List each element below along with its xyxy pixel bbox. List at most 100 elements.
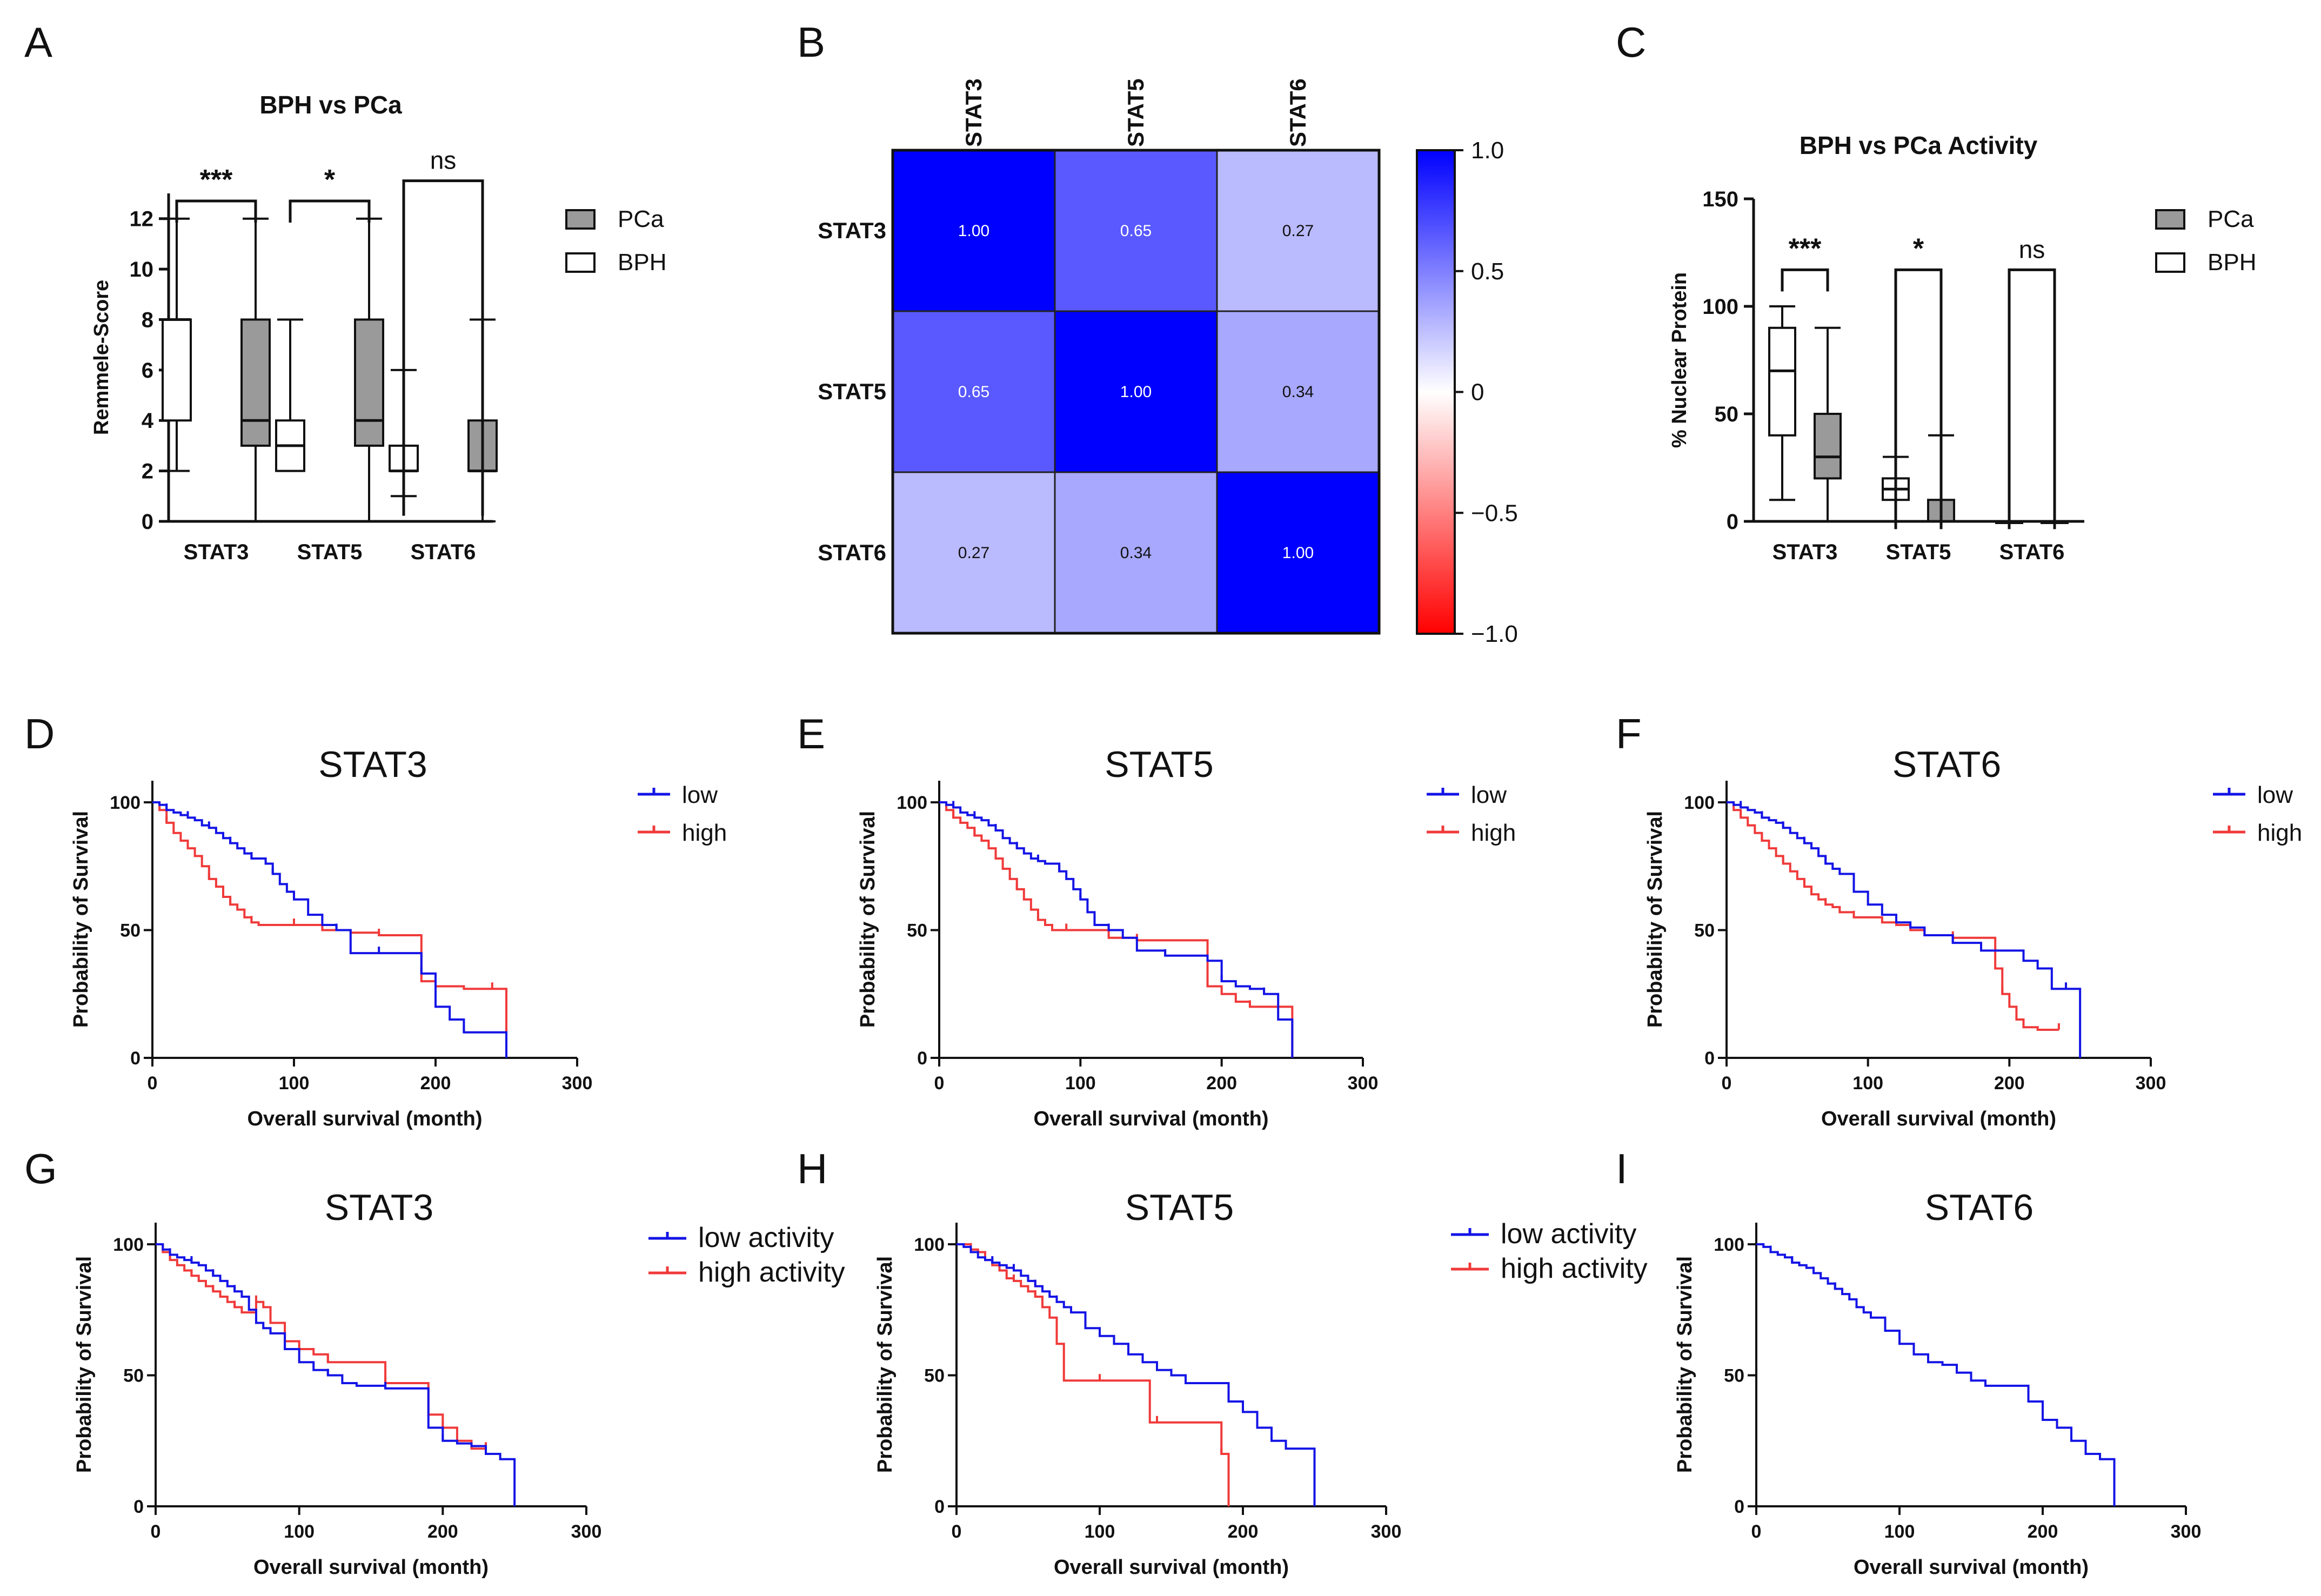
legend: low high: [2213, 782, 2302, 846]
x-tick-label: STAT5: [297, 540, 363, 564]
legend-swatch-bph: [2155, 252, 2185, 273]
x-tick-label: 200: [1228, 1521, 1259, 1542]
x-tick-label: STAT3: [1772, 540, 1838, 564]
box-pca: [240, 318, 271, 447]
box-chart-nuclear-protein: BPH vs PCa Activity 0 50 100 150 % Nuclear Pr…: [1668, 131, 2256, 564]
y-axis-label: Probability of Survival: [857, 811, 879, 1028]
heatmap-cell-label: 0.34: [1120, 544, 1152, 562]
survival-curve-low: [152, 801, 507, 1058]
colorbar-tick-label: −0.5: [1471, 500, 1518, 526]
x-tick-label: 200: [1994, 1073, 2025, 1094]
box-pca: [354, 318, 384, 447]
legend-label: low activity: [1501, 1218, 1636, 1250]
x-tick-label: 300: [1348, 1073, 1379, 1094]
survival-curve-low: [957, 1243, 1316, 1506]
legend: low activity high activity: [648, 1222, 845, 1288]
x-tick-label: 100: [279, 1073, 310, 1094]
x-axis-label: Overall survival (month): [253, 1556, 489, 1579]
panel-label-c: C: [1616, 18, 1646, 66]
chart-title: STAT5: [1125, 1187, 1234, 1228]
box-pca: [1814, 413, 1842, 480]
heatmap-border: [891, 149, 1381, 635]
significance-label: *: [1913, 233, 1924, 264]
y-axis-label: % Nuclear Protein: [1668, 272, 1691, 448]
heatmap-cell: [1216, 471, 1380, 634]
heatmap-column-label: STAT3: [961, 78, 986, 147]
significance-label: ns: [2019, 235, 2045, 263]
survival-chart-stat5: STAT5 0 50 100 0 100 200 300 Overall survival (m…: [857, 744, 1516, 1130]
significance-label: ns: [430, 146, 457, 175]
significance-label: *: [324, 164, 336, 196]
survival-chart-stat6: STAT6 0 50 100 0 100 200 300 Overall survival (m…: [1644, 744, 2302, 1130]
heatmap-row-label: STAT5: [818, 379, 886, 404]
y-tick-label: 100: [897, 793, 927, 813]
box-bph: [162, 318, 192, 422]
y-tick-label: 0: [130, 1048, 141, 1069]
heatmap-cell: [892, 310, 1056, 473]
y-axis-label: Probability of Survival: [1644, 811, 1667, 1028]
legend-label: high activity: [698, 1257, 845, 1288]
significance-label: ***: [1789, 233, 1822, 264]
panel-label-b: B: [797, 18, 825, 66]
y-tick-label: 50: [120, 921, 141, 941]
x-tick-label: STAT6: [1999, 540, 2065, 564]
panel-label-g: G: [24, 1145, 57, 1192]
x-tick-label: 0: [952, 1521, 962, 1542]
y-tick-label: 50: [924, 1366, 945, 1386]
legend-label: high activity: [1501, 1253, 1648, 1284]
heatmap-cell-label: 0.65: [1120, 222, 1152, 240]
heatmap-cell-label: 0.65: [958, 383, 989, 401]
x-tick-label: 200: [1206, 1073, 1237, 1094]
legend-swatch-pca: [2155, 209, 2185, 230]
y-axis-label: Remmele-Score: [90, 280, 113, 435]
colorbar-tick-label: 0: [1471, 379, 1484, 406]
panel-label-h: H: [797, 1145, 827, 1192]
y-tick-label: 100: [1702, 295, 1738, 319]
x-axis-label: Overall survival (month): [247, 1108, 482, 1130]
x-tick-label: STAT3: [184, 540, 249, 564]
heatmap-cell: [1054, 149, 1218, 312]
panel-label-e: E: [797, 710, 825, 757]
heatmap-cell-label: 0.27: [1282, 222, 1314, 240]
y-tick-label: 100: [110, 793, 141, 813]
y-tick-label: 0: [1734, 1497, 1744, 1517]
chart-title: STAT5: [1105, 744, 1214, 785]
y-tick-label: 0: [133, 1497, 144, 1517]
legend-swatch-pca: [565, 209, 596, 230]
x-tick-label: 100: [1085, 1521, 1115, 1542]
heatmap-cell-label: 1.00: [958, 222, 989, 240]
legend-label: high: [2257, 820, 2302, 846]
legend-label: low: [682, 782, 718, 808]
x-tick-label: 300: [2136, 1073, 2166, 1094]
significance-label: ***: [200, 164, 233, 196]
heatmap-column-label: STAT5: [1123, 78, 1148, 147]
y-tick-label: 0: [934, 1497, 945, 1517]
y-tick-label: 100: [914, 1235, 945, 1255]
legend-label-pca: PCa: [618, 206, 664, 232]
colorbar-tick-label: 0.5: [1471, 258, 1504, 285]
legend-label: low activity: [698, 1222, 834, 1253]
survival-chart-stat3: STAT3 0 50 100 0 100 200 300 Overall survival (m…: [70, 744, 727, 1130]
x-tick-label: 0: [1722, 1073, 1732, 1094]
y-axis-label: Probability of Survival: [1674, 1256, 1696, 1473]
y-tick-label: 50: [907, 921, 927, 941]
y-tick-label: 50: [1694, 921, 1715, 941]
significance-bracket: [1894, 268, 1943, 529]
significance-bracket: [1781, 268, 1829, 292]
chart-title: STAT6: [1925, 1187, 2034, 1228]
survival-curve-high: [939, 801, 1294, 1058]
chart-title: STAT3: [318, 744, 427, 785]
box-bph: [1768, 326, 1796, 437]
legend: PCa BPH: [565, 206, 666, 276]
heatmap-cell-label: 1.00: [1120, 383, 1152, 401]
heatmap-cell-label: 1.00: [1282, 544, 1314, 562]
heatmap-cell-label: 0.27: [958, 544, 989, 562]
x-tick-label: STAT6: [411, 540, 476, 564]
y-tick-label: 0: [1727, 510, 1738, 534]
y-tick-label: 50: [1715, 403, 1739, 426]
significance-bracket: [402, 179, 484, 516]
y-tick-label: 0: [1704, 1048, 1715, 1069]
y-tick-label: 12: [130, 207, 154, 231]
legend-label-pca: PCa: [2208, 206, 2254, 232]
